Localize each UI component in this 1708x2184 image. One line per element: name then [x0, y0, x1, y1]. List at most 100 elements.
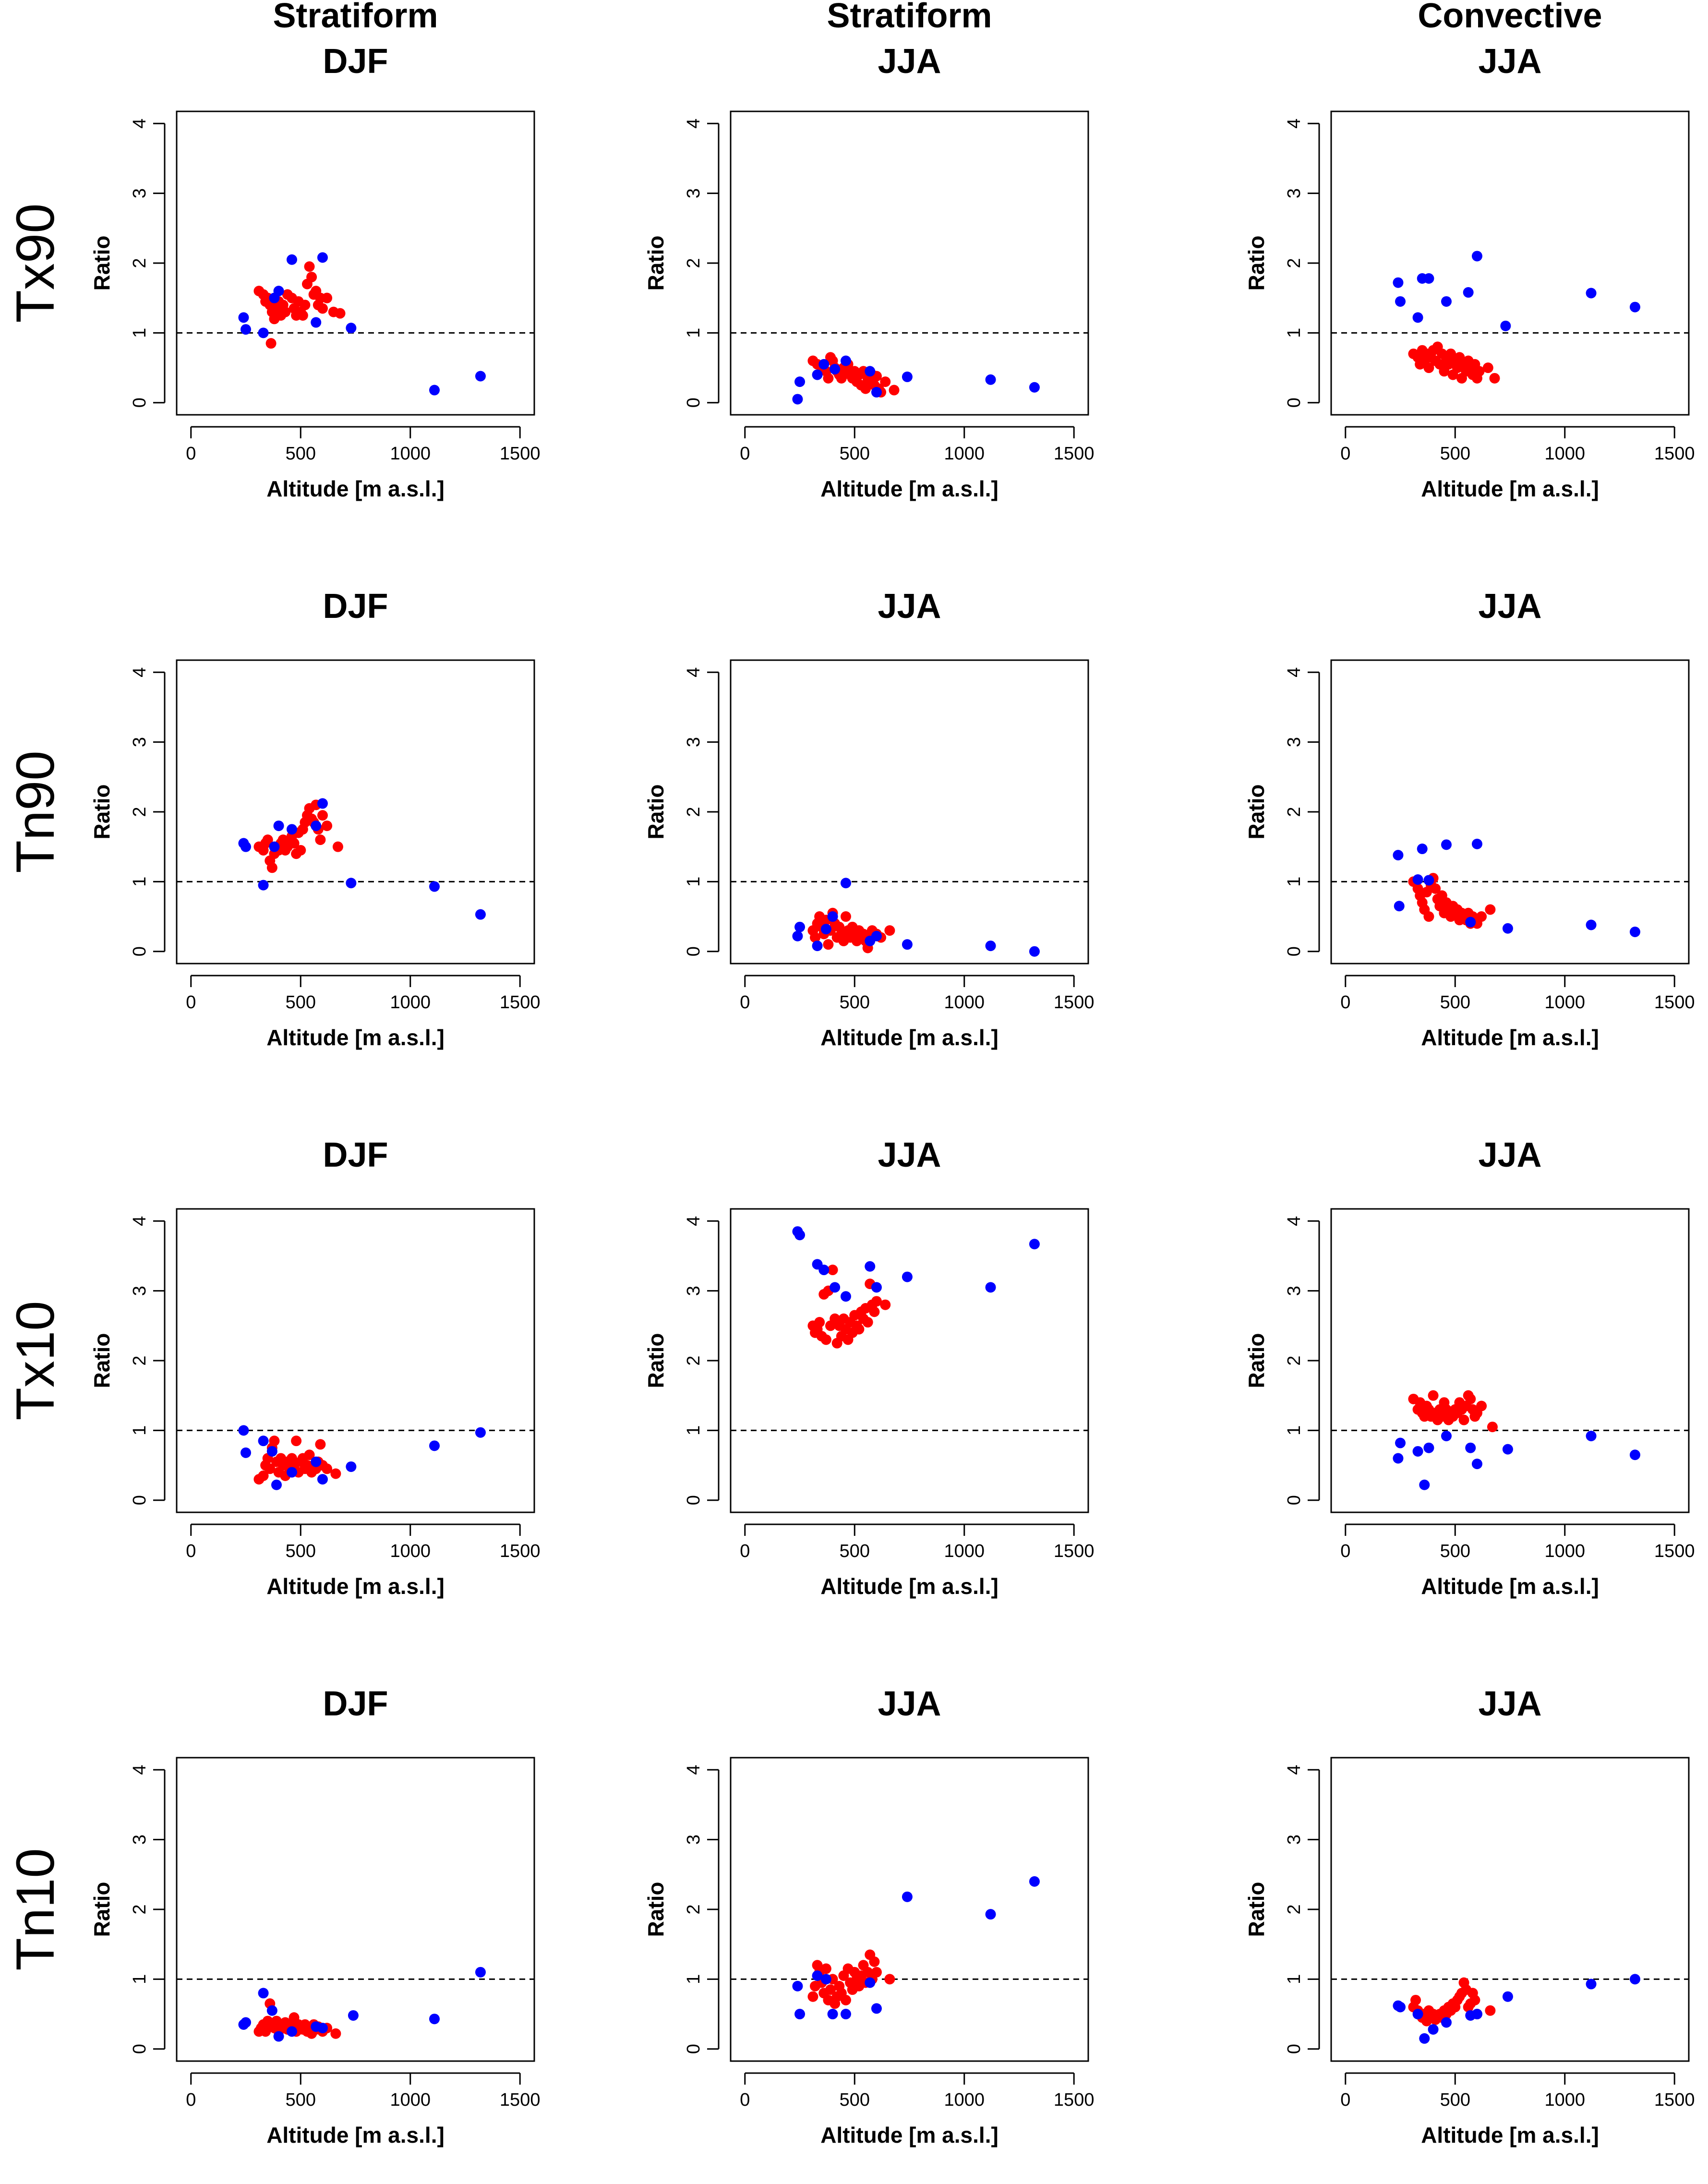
y-tick-label: 0: [130, 2044, 150, 2054]
x-tick-label: 1000: [944, 1541, 985, 1561]
y-tick-label: 3: [1284, 1834, 1304, 1845]
data-point-red: [322, 821, 333, 832]
data-point-blue: [794, 921, 806, 932]
data-point-red: [1485, 904, 1496, 915]
y-tick-label: 1: [130, 1425, 150, 1436]
y-tick-label: 0: [1284, 2044, 1304, 2054]
panel-title: JJA: [1478, 42, 1541, 81]
data-point-blue: [871, 386, 882, 398]
x-tick-label: 0: [740, 1541, 750, 1561]
plot-frame: [1330, 1757, 1690, 2062]
panel-title: JJA: [878, 1685, 941, 1723]
data-point-red: [1465, 1393, 1476, 1404]
y-axis-label: Ratio: [643, 1882, 668, 1937]
data-point-red: [315, 834, 326, 845]
y-tick-label: 4: [684, 1765, 704, 1775]
x-tick-label: 500: [1440, 1541, 1470, 1561]
data-point-blue: [792, 930, 803, 941]
data-point-red: [300, 300, 311, 311]
data-point-red: [260, 2026, 271, 2037]
data-point-blue: [840, 2009, 851, 2020]
data-point-red: [884, 925, 895, 936]
data-point-red: [265, 1463, 276, 1474]
x-tick-label: 1000: [390, 1541, 431, 1561]
y-tick-label: 4: [1284, 1765, 1304, 1775]
data-point-blue: [475, 909, 486, 920]
y-tick-label: 3: [130, 1286, 150, 1296]
x-tick-label: 1000: [390, 2090, 431, 2110]
panel-title: JJA: [1478, 1685, 1541, 1723]
x-tick-label: 0: [186, 2090, 196, 2110]
data-point-red: [1410, 1994, 1421, 2005]
data-point-red: [814, 1317, 825, 1328]
data-point-blue: [286, 1467, 297, 1478]
x-tick-label: 1000: [1544, 444, 1585, 464]
data-point-blue: [273, 2031, 284, 2042]
data-point-blue: [1394, 901, 1405, 912]
data-point-blue: [317, 2023, 328, 2034]
panel-3-0: DJF 0 1 2 3 4 0 500 1000 1500 Altitude [m a.s.l.] R…: [89, 1685, 540, 2148]
data-point-blue: [1586, 919, 1597, 930]
data-point-blue: [286, 824, 297, 835]
data-point-red: [880, 1299, 891, 1310]
x-tick-label: 500: [840, 444, 870, 464]
data-point-red: [280, 306, 291, 317]
data-point-blue: [241, 841, 252, 852]
panel-title: Stratiform: [273, 0, 438, 35]
data-point-red: [854, 1324, 865, 1335]
data-point-blue: [1502, 923, 1513, 934]
data-point-blue: [1471, 251, 1482, 262]
y-tick-label: 2: [130, 1355, 150, 1365]
data-point-blue: [1423, 875, 1434, 886]
row-label-tx10: Tx10: [5, 1301, 65, 1421]
data-point-blue: [346, 1461, 357, 1472]
data-point-red: [330, 1468, 341, 1479]
data-point-blue: [985, 1909, 996, 1920]
data-point-blue: [1395, 2002, 1406, 2013]
data-point-red: [869, 1306, 880, 1317]
y-tick-label: 0: [684, 2044, 704, 2054]
x-axis-label: Altitude [m a.s.l.]: [1421, 476, 1599, 501]
plot-frame: [730, 1208, 1089, 1513]
data-point-blue: [1502, 1444, 1513, 1455]
panel-2-2: JJA 0 1 2 3 4 0 500 1000 1500 Altitude [m a.s.l.] R…: [1244, 1136, 1695, 1599]
data-point-blue: [1029, 382, 1040, 393]
data-point-red: [1428, 1390, 1439, 1401]
x-tick-label: 1500: [1054, 1541, 1095, 1561]
data-point-blue: [871, 930, 882, 941]
data-point-red: [807, 1991, 818, 2002]
y-axis-label: Ratio: [89, 1882, 114, 1937]
data-point-blue: [1412, 312, 1423, 323]
x-tick-label: 1000: [390, 992, 431, 1013]
data-point-red: [880, 376, 891, 387]
x-tick-label: 0: [186, 444, 196, 464]
data-point-blue: [1465, 1442, 1476, 1453]
y-tick-label: 3: [1284, 1286, 1304, 1296]
y-tick-label: 4: [684, 667, 704, 677]
x-axis-label: Altitude [m a.s.l.]: [266, 476, 445, 501]
x-tick-label: 1500: [500, 2090, 541, 2110]
data-point-red: [871, 1967, 882, 1978]
data-point-blue: [238, 1425, 249, 1436]
x-axis-label: Altitude [m a.s.l.]: [820, 476, 998, 501]
x-tick-label: 500: [1440, 444, 1470, 464]
data-point-blue: [902, 1891, 913, 1902]
data-point-blue: [902, 1271, 913, 1282]
data-point-blue: [1629, 302, 1640, 313]
data-point-blue: [271, 1479, 282, 1490]
data-point-blue: [840, 355, 851, 366]
data-point-red: [820, 1334, 831, 1345]
panel-1-1: JJA 0 1 2 3 4 0 500 1000 1500 Altitude [m a.s.l.] R…: [643, 587, 1094, 1050]
data-point-red: [332, 841, 343, 852]
data-point-blue: [818, 1265, 830, 1276]
x-tick-label: 500: [286, 1541, 316, 1561]
y-tick-label: 4: [684, 1216, 704, 1226]
y-axis-label: Ratio: [89, 784, 114, 840]
y-tick-label: 2: [130, 258, 150, 268]
data-point-blue: [1441, 1430, 1452, 1441]
data-point-blue: [985, 1282, 996, 1293]
x-tick-label: 1500: [1654, 444, 1695, 464]
y-axis-label: Ratio: [89, 1333, 114, 1388]
data-point-red: [266, 862, 277, 873]
data-point-blue: [1412, 2009, 1423, 2020]
